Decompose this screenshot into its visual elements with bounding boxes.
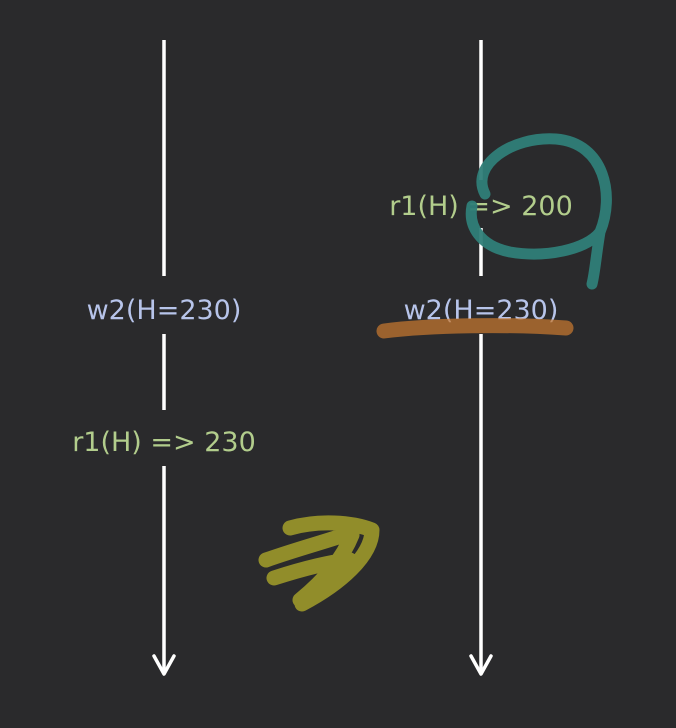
underline-annotation [376, 318, 574, 339]
timeline-left-arrowhead [152, 654, 176, 676]
arrow-annotation [258, 515, 380, 612]
timeline-left: w2(H=230) r1(H) => 230 [72, 40, 256, 676]
circle-annotation [465, 133, 612, 290]
event-label-write-left: w2(H=230) [87, 295, 242, 326]
timeline-right-arrowhead [469, 654, 493, 676]
event-label-read-left: r1(H) => 230 [72, 427, 256, 458]
